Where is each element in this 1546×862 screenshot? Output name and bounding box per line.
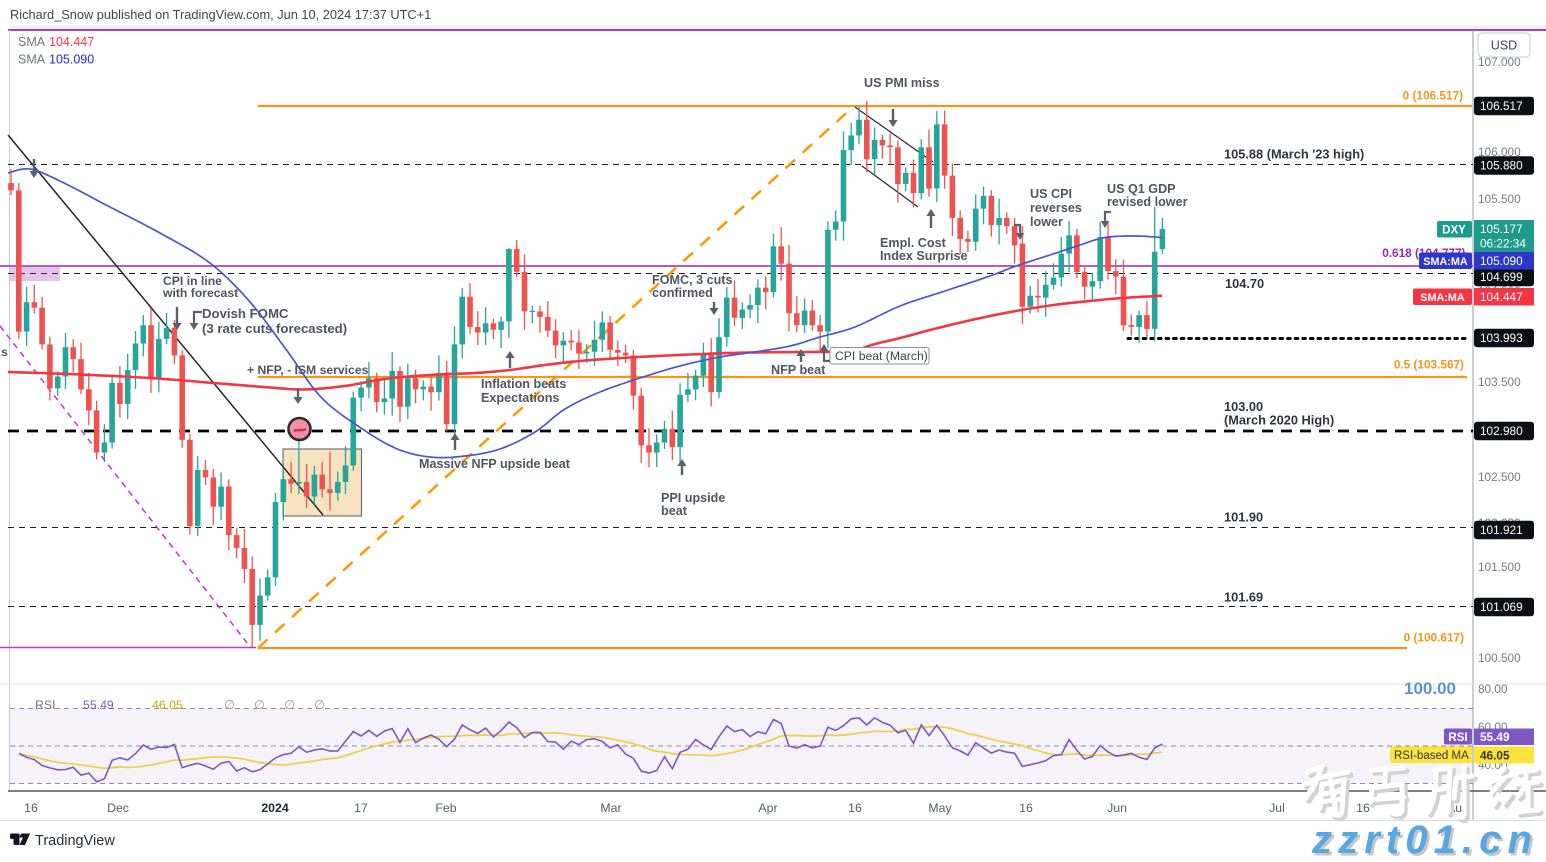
svg-text:101.90: 101.90 — [1224, 510, 1263, 525]
svg-text:06:22:34: 06:22:34 — [1480, 237, 1526, 251]
svg-text:102.980: 102.980 — [1480, 424, 1523, 438]
svg-text:+ NFP, - ISM services: + NFP, - ISM services — [247, 363, 369, 377]
svg-text:107.000: 107.000 — [1478, 55, 1521, 69]
svg-text:∅: ∅ — [314, 698, 325, 712]
svg-text:s: s — [1, 345, 8, 359]
svg-text:zzrt01.cn: zzrt01.cn — [1313, 821, 1540, 858]
svg-text:55.49: 55.49 — [83, 698, 114, 712]
svg-text:16: 16 — [24, 801, 38, 815]
svg-text:16: 16 — [848, 801, 862, 815]
svg-text:(March 2020 High): (March 2020 High) — [1224, 413, 1334, 428]
svg-text:∅: ∅ — [254, 698, 265, 712]
svg-text:May: May — [928, 801, 952, 815]
svg-text:105.500: 105.500 — [1478, 192, 1521, 206]
svg-text:lower: lower — [1030, 215, 1063, 229]
svg-text:0 (106.517): 0 (106.517) — [1403, 89, 1463, 103]
svg-text:46.05: 46.05 — [1480, 749, 1510, 763]
svg-text:RSI: RSI — [35, 698, 56, 712]
svg-text:RSI: RSI — [1448, 732, 1467, 744]
svg-text:NFP beat: NFP beat — [771, 363, 826, 377]
svg-text:Dovish FOMC: Dovish FOMC — [202, 306, 289, 321]
svg-text:Jul: Jul — [1269, 801, 1285, 815]
svg-text:0.5 (103.567): 0.5 (103.567) — [1394, 358, 1464, 372]
svg-text:with forecast: with forecast — [162, 286, 238, 300]
svg-text:104.447: 104.447 — [49, 35, 94, 49]
svg-text:104.70: 104.70 — [1225, 276, 1264, 291]
svg-text:CPI beat (March): CPI beat (March) — [835, 349, 928, 363]
svg-text:16: 16 — [1019, 801, 1033, 815]
svg-text:55.49: 55.49 — [1480, 730, 1510, 744]
svg-text:FOMC, 3 cuts: FOMC, 3 cuts — [652, 273, 732, 287]
svg-text:Expectations: Expectations — [481, 391, 559, 405]
svg-text:16: 16 — [1356, 801, 1370, 815]
svg-text:102.500: 102.500 — [1478, 470, 1521, 484]
svg-text:Dec: Dec — [107, 801, 129, 815]
svg-text:SMA:MA: SMA:MA — [1420, 292, 1465, 304]
svg-text:17: 17 — [354, 801, 368, 815]
svg-text:105.177: 105.177 — [1480, 222, 1523, 236]
svg-text:SMA:MA: SMA:MA — [1423, 256, 1468, 268]
svg-text:Richard_Snow published on Trad: Richard_Snow published on TradingView.co… — [10, 7, 431, 22]
svg-text:Apr: Apr — [758, 801, 777, 815]
svg-text:SMA: SMA — [18, 35, 46, 49]
svg-text:CPI in line: CPI in line — [163, 274, 222, 288]
svg-text:80.00: 80.00 — [1478, 682, 1508, 696]
svg-text:Empl. Cost: Empl. Cost — [880, 236, 947, 250]
svg-text:zzrt01.cn: zzrt01.cn — [1311, 818, 1538, 857]
svg-text:101.500: 101.500 — [1478, 560, 1521, 574]
svg-text:PPI upside: PPI upside — [661, 491, 725, 505]
svg-text:revised lower: revised lower — [1107, 195, 1188, 209]
svg-text:∅: ∅ — [224, 698, 235, 712]
svg-text:USD: USD — [1491, 39, 1517, 53]
svg-text:105.090: 105.090 — [1480, 254, 1523, 268]
svg-text:Jun: Jun — [1107, 801, 1127, 815]
svg-text:SMA: SMA — [18, 53, 46, 67]
svg-text:101.69: 101.69 — [1224, 590, 1263, 605]
svg-text:0 (100.617): 0 (100.617) — [1404, 631, 1464, 645]
svg-text:106.517: 106.517 — [1480, 99, 1523, 113]
svg-text:US PMI miss: US PMI miss — [864, 76, 940, 90]
svg-text:Feb: Feb — [435, 801, 456, 815]
svg-text:Inflation beats: Inflation beats — [481, 377, 566, 391]
svg-text:101.921: 101.921 — [1480, 523, 1523, 537]
svg-text:∅: ∅ — [284, 698, 295, 712]
svg-text:101.069: 101.069 — [1480, 600, 1523, 614]
svg-text:105.090: 105.090 — [49, 53, 94, 67]
svg-text:Mar: Mar — [600, 801, 621, 815]
svg-text:104.699: 104.699 — [1480, 270, 1523, 284]
svg-text:105.880: 105.880 — [1480, 159, 1523, 173]
svg-text:2024: 2024 — [261, 801, 289, 815]
svg-text:reverses: reverses — [1030, 201, 1082, 215]
svg-text:US CPI: US CPI — [1030, 187, 1072, 201]
svg-text:Massive NFP upside beat: Massive NFP upside beat — [419, 457, 571, 471]
svg-text:100.00: 100.00 — [1404, 679, 1456, 698]
svg-text:103.500: 103.500 — [1478, 375, 1521, 389]
svg-text:Index Surprise: Index Surprise — [880, 249, 968, 263]
svg-text:46.05: 46.05 — [152, 698, 183, 712]
svg-text:103.993: 103.993 — [1480, 331, 1523, 345]
svg-text:beat: beat — [661, 504, 688, 518]
svg-text:106.000: 106.000 — [1478, 145, 1521, 159]
svg-text:104.447: 104.447 — [1480, 290, 1523, 304]
svg-text:RSI-based MA: RSI-based MA — [1394, 750, 1469, 762]
svg-text:(3 rate cuts forecasted): (3 rate cuts forecasted) — [202, 321, 347, 336]
svg-text:103.00: 103.00 — [1224, 399, 1263, 414]
svg-text:confirmed: confirmed — [652, 286, 713, 300]
svg-text:TradingView: TradingView — [35, 833, 115, 849]
svg-text:105.88 (March '23 high): 105.88 (March '23 high) — [1224, 147, 1364, 162]
svg-text:US Q1 GDP: US Q1 GDP — [1107, 182, 1176, 196]
svg-text:100.500: 100.500 — [1478, 651, 1521, 665]
svg-text:DXY: DXY — [1442, 225, 1466, 237]
